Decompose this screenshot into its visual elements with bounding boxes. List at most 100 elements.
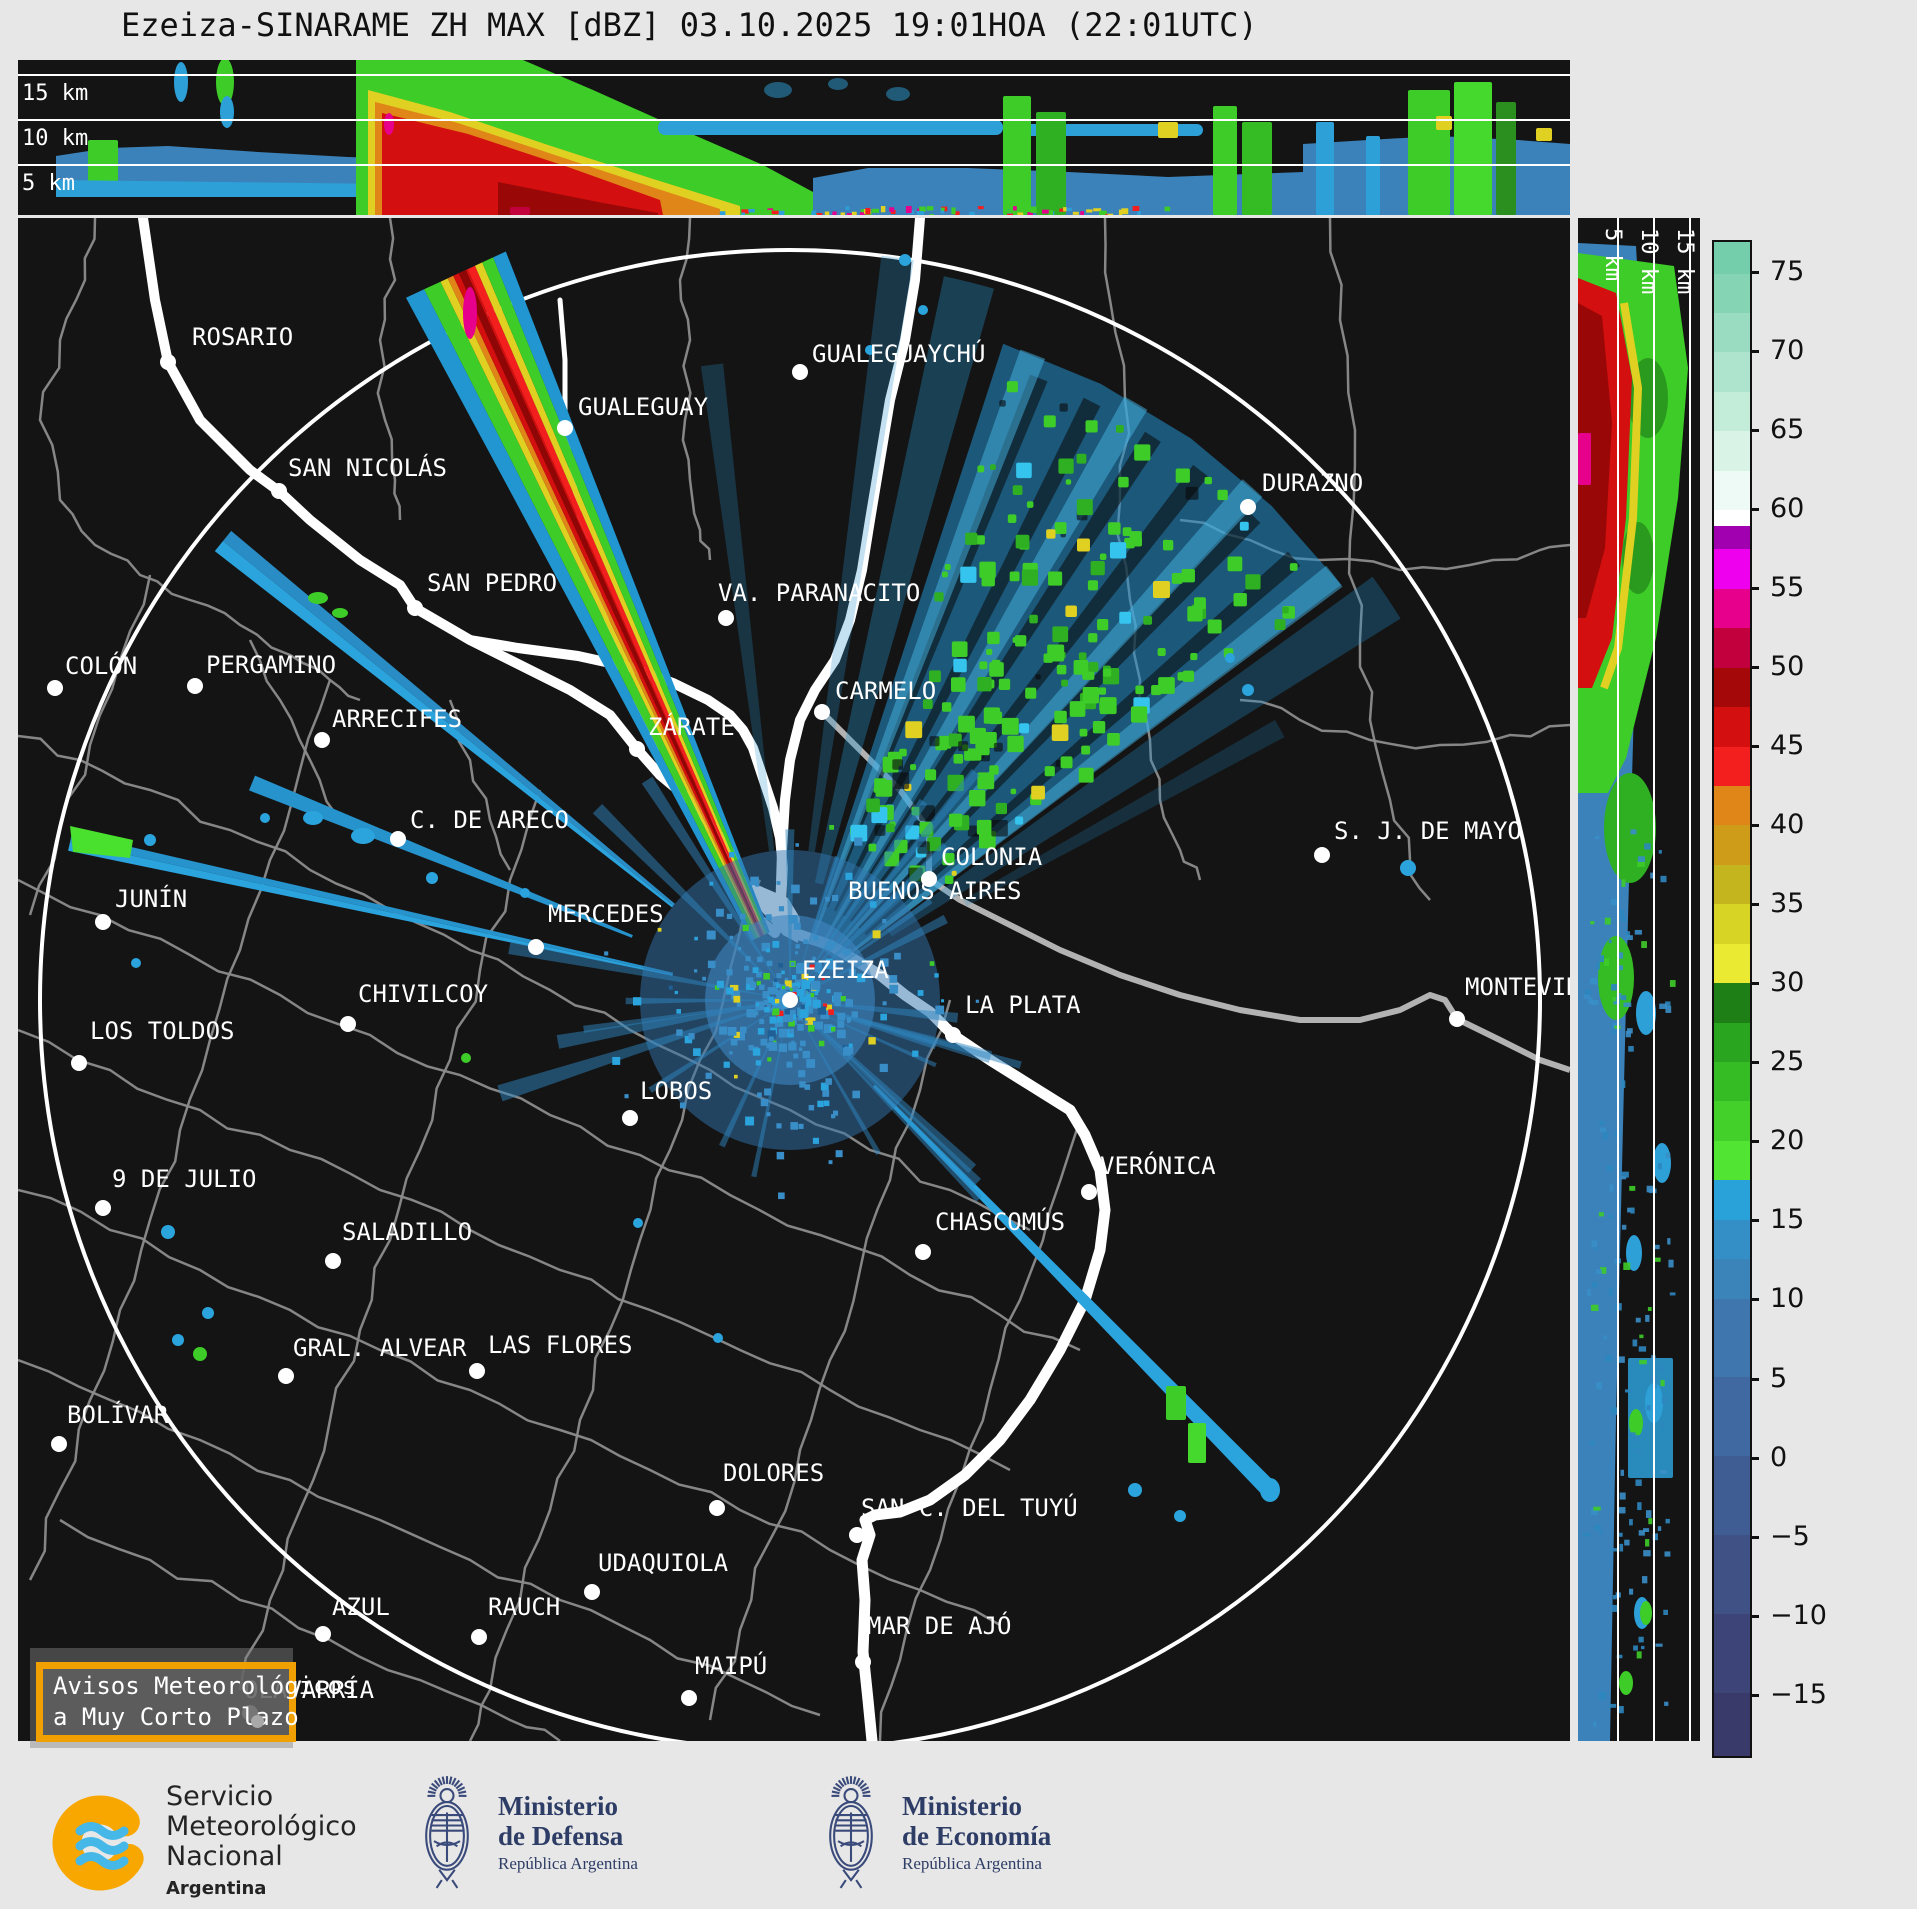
echo-speckle <box>1611 1604 1619 1612</box>
echo-speckle <box>1132 206 1140 211</box>
clutter-speckle <box>810 993 815 998</box>
fan-speckle <box>978 831 996 849</box>
fan-speckle <box>1061 679 1069 687</box>
clutter-speckle <box>812 934 819 941</box>
fan-speckle <box>1143 615 1153 625</box>
fan-speckle <box>938 735 952 749</box>
clutter-speckle <box>812 1017 816 1021</box>
city-label: MAR DE AJÓ <box>867 1610 1012 1640</box>
clutter-speckle <box>763 973 770 980</box>
echo-speckle <box>1637 861 1645 867</box>
echo-shape <box>303 811 323 825</box>
echo-speckle <box>1658 850 1662 854</box>
echo-shape <box>463 287 477 339</box>
clutter-speckle <box>776 1010 784 1018</box>
clutter-speckle <box>835 1150 843 1158</box>
fan-speckle <box>1015 534 1030 549</box>
city-label: CHASCOMÚS <box>935 1206 1065 1236</box>
fan-speckle <box>1088 661 1099 672</box>
clutter-speckle <box>778 1043 788 1052</box>
clutter-speckle <box>811 1021 817 1027</box>
fan-speckle <box>977 677 992 692</box>
echo-speckle <box>1080 211 1084 217</box>
admin-border <box>17 1358 821 1717</box>
clutter-speckle <box>776 1151 785 1160</box>
fan-speckle <box>886 823 895 833</box>
product-title: Ezeiza-SINARAME ZH MAX [dBZ] 03.10.2025 … <box>121 6 1258 44</box>
city-label: 9 DE JULIO <box>112 1165 257 1193</box>
echo-speckle <box>865 207 871 215</box>
echo-speckle <box>1606 1165 1613 1172</box>
clutter-speckle <box>815 961 822 969</box>
echo-speckle <box>1643 1550 1651 1557</box>
clutter-speckle <box>833 995 842 1004</box>
fan-speckle <box>976 819 992 835</box>
clutter-speckle <box>829 824 834 830</box>
fan-speckle <box>987 631 1000 645</box>
echo-speckle <box>1648 1518 1653 1525</box>
echo-wedge <box>785 829 795 980</box>
echo-speckle <box>1630 829 1637 835</box>
echo-wedge <box>800 798 928 984</box>
echo-shape <box>828 78 848 90</box>
fan-speckle <box>995 802 1008 815</box>
city-label: LAS FLORES <box>488 1331 633 1359</box>
clutter-speckle <box>805 988 810 993</box>
colorbar-tick-label: 65 <box>1770 413 1805 445</box>
echo-speckle <box>1635 1479 1642 1486</box>
clutter-speckle <box>765 948 771 953</box>
interference-spike-band <box>214 541 674 908</box>
echo-speckle <box>1598 1212 1604 1217</box>
clutter-speckle <box>805 963 810 968</box>
city-label: MAIPÚ <box>695 1650 767 1680</box>
colorbar-segment <box>1714 786 1750 826</box>
city-label: ROSARIO <box>192 323 293 351</box>
colorbar-segment <box>1714 1613 1750 1693</box>
fan-speckle <box>1029 614 1038 624</box>
colorbar-tick <box>1750 1693 1759 1697</box>
clutter-speckle <box>733 1031 740 1038</box>
clutter-speckle <box>705 1072 712 1079</box>
aviso-warning-box: Avisos Meteorológicos a Muy Corto Plazo <box>36 1662 356 1742</box>
echo-speckle <box>1609 1703 1617 1708</box>
clutter-speckle <box>776 1123 782 1129</box>
colorbar-segment <box>1714 746 1750 787</box>
clutter-speckle <box>828 1160 833 1165</box>
economia-line1: Ministerio <box>902 1790 1022 1821</box>
fan-speckle <box>1134 444 1151 461</box>
fan-speckle <box>983 707 1001 724</box>
fan-speckle <box>986 648 993 655</box>
fan-speckle <box>949 813 963 827</box>
clutter-speckle <box>789 1028 795 1034</box>
clutter-speckle <box>709 881 714 886</box>
city-label: ZÁRATE <box>648 712 735 741</box>
fan-speckle <box>1124 537 1135 549</box>
fan-speckle <box>1007 735 1024 753</box>
clutter-speckle <box>740 1026 747 1034</box>
clutter-speckle <box>737 1032 745 1041</box>
clutter-speckle <box>755 1001 765 1011</box>
fan-speckle <box>1054 710 1067 724</box>
clutter-speckle <box>790 1122 798 1130</box>
echo-shape <box>174 62 188 102</box>
echo-speckle <box>1627 1207 1632 1213</box>
clutter-speckle <box>798 1123 804 1129</box>
clutter-speckle <box>821 977 825 981</box>
echo-speckle <box>871 208 880 213</box>
echo-speckle <box>1667 1238 1671 1245</box>
admin-border <box>17 878 1081 1352</box>
fan-speckle <box>951 870 957 876</box>
colorbar-segment <box>1714 1180 1750 1220</box>
colorbar-segment <box>1714 273 1750 313</box>
admin-border <box>238 789 542 1691</box>
clutter-speckle <box>765 914 772 921</box>
clutter-speckle <box>769 1007 773 1012</box>
echo-wedge <box>887 576 1401 937</box>
echo-speckle <box>1637 856 1645 863</box>
fan-speckle <box>1122 527 1132 537</box>
city-label: GUALEGUAYCHÚ <box>812 338 985 368</box>
city-label: LA PLATA <box>965 991 1081 1019</box>
clutter-speckle <box>773 978 778 982</box>
clutter-speckle <box>799 1009 808 1019</box>
echo-speckle <box>1645 1539 1650 1547</box>
